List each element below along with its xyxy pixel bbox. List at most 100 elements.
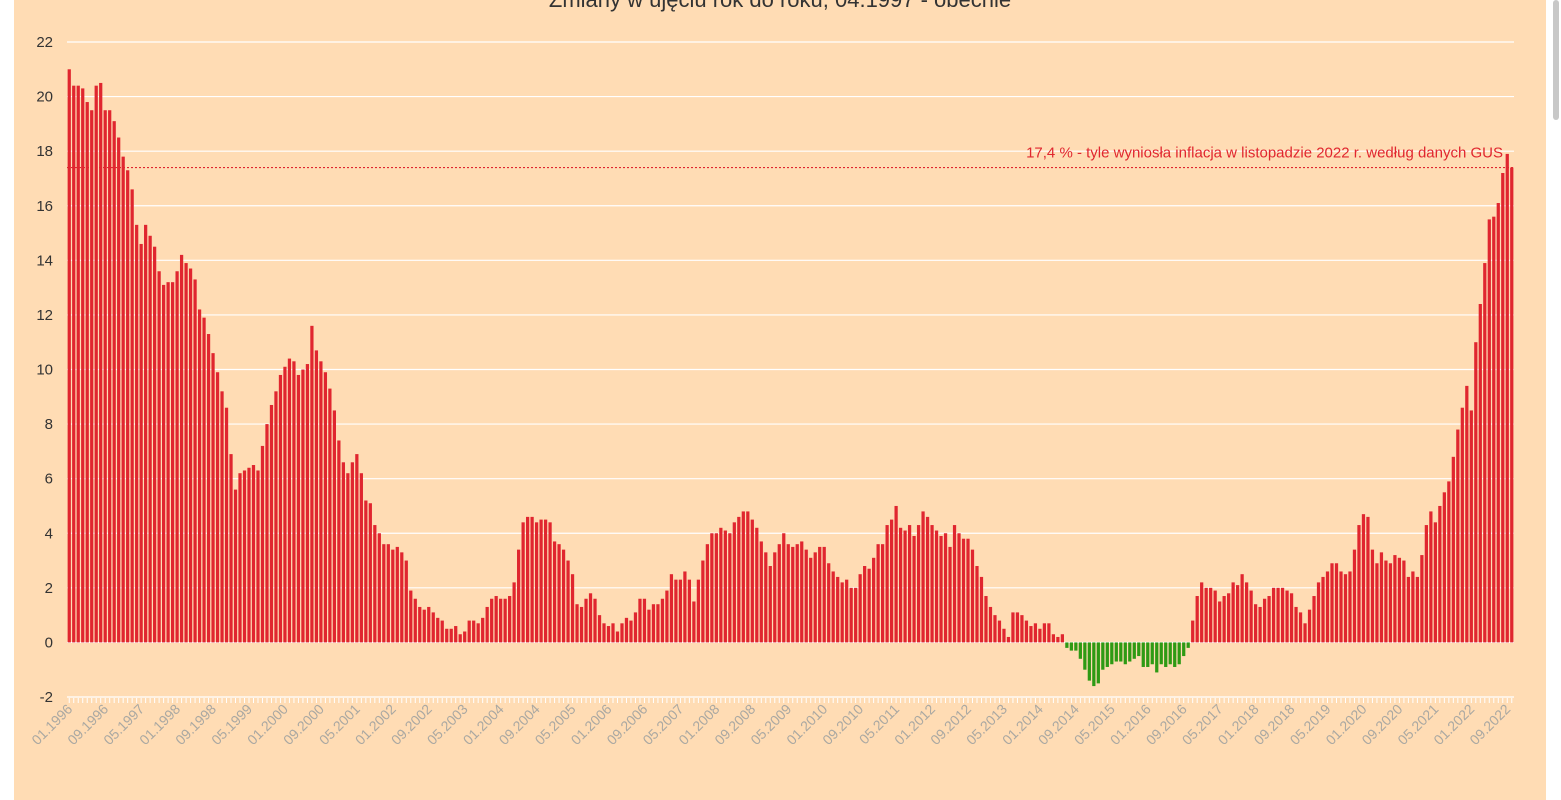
bar	[521, 522, 525, 643]
bar	[543, 519, 548, 643]
bar	[687, 579, 692, 643]
y-tick-label: 10	[36, 362, 53, 379]
bar	[157, 271, 161, 643]
bar	[800, 541, 804, 643]
scrollbar-thumb[interactable]	[1553, 0, 1559, 120]
bar	[1155, 642, 1159, 673]
bar	[103, 110, 107, 643]
bar	[975, 566, 979, 643]
bar	[1074, 642, 1078, 651]
bar	[467, 620, 471, 643]
bar	[422, 609, 426, 643]
bar	[193, 279, 197, 643]
bar	[319, 361, 323, 643]
bar	[337, 440, 341, 643]
bar	[642, 598, 647, 643]
bar	[732, 522, 736, 643]
bar	[1411, 571, 1415, 643]
bar	[126, 170, 130, 643]
bar	[269, 404, 274, 643]
bar	[1487, 219, 1491, 643]
bar	[454, 626, 458, 643]
bar	[233, 489, 238, 643]
bar	[108, 110, 112, 643]
bar	[1191, 620, 1195, 643]
bar	[579, 606, 584, 643]
bar	[1469, 410, 1473, 643]
bar	[1105, 642, 1109, 667]
bar	[948, 546, 952, 643]
bar	[836, 576, 840, 643]
bar	[678, 579, 683, 643]
bar	[1474, 342, 1478, 643]
bar	[1433, 522, 1437, 643]
bar	[256, 470, 260, 643]
bar	[1249, 590, 1253, 643]
bar	[854, 587, 858, 643]
bar	[220, 391, 224, 643]
bar	[1060, 634, 1064, 643]
bar	[1240, 574, 1244, 643]
bar	[683, 571, 687, 643]
bar	[404, 560, 408, 643]
bar	[90, 110, 94, 643]
bar	[1447, 481, 1451, 643]
bar	[957, 533, 961, 643]
bar	[274, 391, 278, 643]
bar	[242, 470, 247, 643]
y-tick-label: 18	[36, 143, 53, 160]
bar	[1029, 626, 1033, 643]
bar	[67, 69, 71, 643]
bar	[1047, 623, 1051, 643]
bar	[206, 334, 211, 643]
bar	[638, 598, 642, 643]
bar	[1420, 555, 1424, 643]
bar	[539, 519, 543, 643]
bar	[153, 246, 157, 643]
bar	[611, 623, 615, 643]
bar	[175, 271, 179, 643]
bar	[328, 388, 332, 643]
bar	[350, 462, 354, 643]
bar	[400, 552, 404, 643]
bar	[431, 612, 435, 643]
bar	[1352, 549, 1357, 643]
bar	[135, 224, 139, 643]
bar	[1177, 642, 1181, 665]
y-tick-label: 8	[45, 416, 53, 433]
bar	[1011, 612, 1015, 643]
bar	[1442, 492, 1446, 643]
bar	[472, 620, 476, 643]
bar	[238, 473, 242, 643]
bar	[1065, 642, 1069, 648]
bar	[112, 121, 116, 643]
bar	[94, 85, 98, 643]
scrollbar[interactable]	[1552, 0, 1561, 800]
bar	[660, 598, 665, 643]
bar	[1087, 642, 1091, 681]
bar	[656, 604, 660, 643]
bar	[99, 82, 103, 643]
bar	[1245, 582, 1249, 643]
bar	[804, 549, 808, 643]
bar	[485, 606, 489, 643]
bar	[566, 560, 570, 643]
bar	[1146, 642, 1150, 667]
bar	[1334, 563, 1339, 643]
bar	[1042, 623, 1047, 643]
bar	[966, 538, 970, 643]
bar	[1038, 628, 1042, 643]
bar	[530, 516, 534, 643]
bar	[1051, 634, 1056, 643]
bar	[1101, 642, 1105, 670]
bar	[552, 541, 557, 643]
bar	[1307, 609, 1312, 643]
bar	[377, 533, 381, 643]
bar	[1438, 505, 1442, 643]
bar	[1033, 623, 1038, 643]
bar	[1006, 636, 1011, 643]
bar	[1483, 263, 1487, 643]
bar	[1204, 587, 1208, 643]
bar	[449, 628, 453, 643]
